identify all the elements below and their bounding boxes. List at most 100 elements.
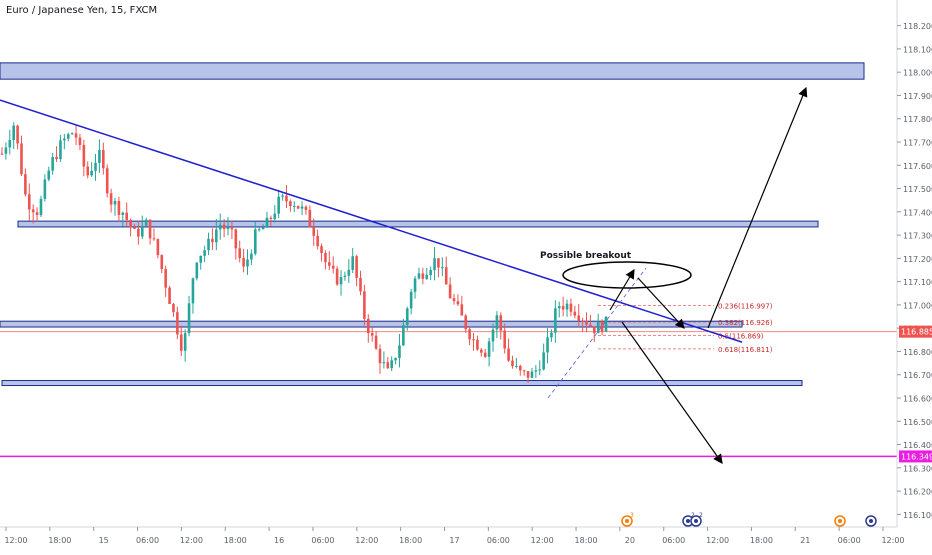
candle-body: [117, 200, 121, 215]
candle-body: [394, 358, 397, 361]
candle-body: [370, 333, 374, 336]
candle-body: [596, 321, 600, 334]
candle-body: [460, 304, 464, 316]
candle-body: [573, 311, 577, 316]
candle-body: [74, 133, 78, 138]
candle-body: [515, 365, 518, 367]
candle-body: [359, 277, 362, 292]
candle-body: [328, 262, 331, 266]
candle-body: [133, 227, 136, 229]
candle-body: [386, 362, 390, 369]
candle-body: [105, 168, 109, 194]
candle-body: [285, 195, 288, 202]
candle-body: [164, 269, 167, 288]
time-tick-label: 20: [625, 536, 635, 545]
price-tick-label: 117.500: [903, 185, 932, 194]
candle-body: [129, 219, 132, 228]
candle-body: [398, 345, 401, 359]
candle-body: [31, 209, 35, 213]
candle-body: [292, 205, 296, 207]
candle-body: [289, 201, 292, 206]
price-zone: [0, 62, 865, 80]
candle-body: [191, 278, 195, 304]
candle-body: [16, 125, 19, 144]
candle-body: [589, 324, 592, 327]
candle-body: [82, 145, 86, 167]
candle-body: [382, 362, 386, 364]
candle-body: [472, 339, 475, 341]
candle-body: [429, 270, 432, 276]
time-tick-label: 15: [99, 536, 109, 545]
projection-arrow: [621, 321, 723, 464]
candle-body: [444, 267, 448, 285]
time-tick-label: 06:00: [136, 536, 159, 545]
candle-body: [448, 284, 452, 299]
candle-body: [554, 308, 557, 333]
time-tick-label: 12:00: [881, 536, 904, 545]
candle-body: [347, 269, 351, 276]
candle-body: [183, 333, 187, 351]
candle-body: [253, 229, 257, 254]
candle-body: [316, 235, 319, 247]
candle-body: [491, 329, 495, 342]
candle-body: [160, 255, 164, 270]
candle-body: [148, 219, 152, 239]
time-tick-label: 12:00: [531, 536, 554, 545]
projection-arrow: [707, 86, 808, 329]
candle-body: [507, 348, 510, 361]
candle-body: [538, 369, 542, 371]
candle-body: [480, 349, 483, 353]
candle-body: [546, 337, 549, 353]
candle-body: [218, 224, 222, 230]
candle-body: [63, 138, 66, 141]
candle-body: [437, 258, 440, 268]
price-tick-label: 117.200: [903, 255, 932, 264]
price-tick-label: 116.300: [903, 464, 932, 473]
candle-body: [207, 238, 210, 251]
time-tick-label: 12:00: [180, 536, 203, 545]
breakout-annotation: Possible breakout: [540, 251, 632, 261]
candle-body: [187, 303, 191, 334]
candle-body: [211, 238, 214, 243]
candle-body: [234, 229, 238, 249]
time-tick-label: 21: [800, 536, 810, 545]
candle-body: [102, 150, 105, 169]
candle-body: [35, 212, 39, 216]
price-tick-label: 116.400: [903, 441, 932, 450]
candle-body: [550, 332, 553, 338]
candle-body: [156, 239, 160, 256]
candle-body: [468, 329, 471, 340]
price-tick-label: 116.500: [903, 418, 932, 427]
candle-body: [409, 291, 413, 309]
candle-body: [335, 268, 339, 285]
candle-body: [374, 335, 378, 349]
candle-body: [522, 370, 526, 372]
candle-body: [39, 198, 43, 216]
candle-body: [195, 262, 199, 279]
fib-level-label: 0.618(116.811): [718, 346, 773, 354]
price-tick-label: 116.600: [903, 395, 932, 404]
time-tick-label: 06:00: [662, 536, 685, 545]
candle-body: [59, 140, 62, 160]
candle-body: [203, 250, 206, 256]
candle-body: [98, 150, 101, 163]
candle-body: [304, 206, 308, 210]
fib-level-label: 0.236(116.997): [718, 303, 773, 311]
candle-body: [526, 371, 530, 378]
time-tick-label: 12:00: [355, 536, 378, 545]
candle-body: [565, 303, 569, 310]
price-tick-label: 117.900: [903, 92, 932, 101]
candle-body: [495, 315, 499, 330]
candle-body: [308, 209, 312, 227]
time-tick-label: 06:00: [487, 536, 510, 545]
candle-body: [487, 341, 491, 357]
candle-body: [90, 170, 93, 176]
event-marker-dot: [625, 519, 629, 523]
candle-body: [109, 193, 113, 205]
trendline: [0, 99, 743, 343]
candle-body: [24, 174, 27, 195]
candle-body: [483, 352, 487, 357]
time-tick-label: 12:00: [706, 536, 729, 545]
time-tick-label: 18:00: [399, 536, 422, 545]
